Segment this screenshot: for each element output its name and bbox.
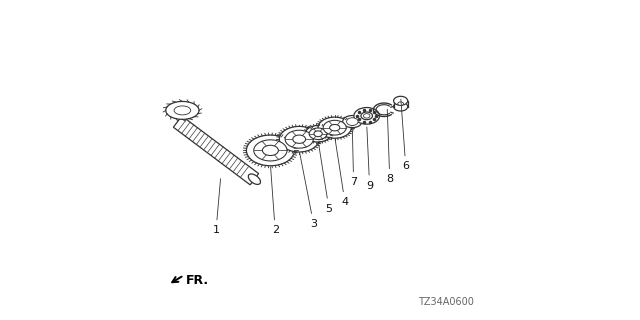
Ellipse shape: [394, 96, 408, 105]
Ellipse shape: [248, 174, 260, 184]
Ellipse shape: [394, 102, 408, 111]
Ellipse shape: [174, 106, 191, 115]
Ellipse shape: [292, 135, 306, 143]
Ellipse shape: [285, 130, 314, 148]
Ellipse shape: [318, 117, 351, 138]
Ellipse shape: [323, 120, 346, 135]
Ellipse shape: [280, 126, 319, 152]
Ellipse shape: [246, 135, 294, 166]
Ellipse shape: [354, 108, 380, 124]
Text: 8: 8: [386, 109, 394, 184]
Text: TZ34A0600: TZ34A0600: [418, 297, 474, 307]
Ellipse shape: [314, 131, 323, 137]
Ellipse shape: [330, 124, 340, 131]
Ellipse shape: [309, 128, 327, 140]
Text: 1: 1: [212, 179, 221, 236]
Ellipse shape: [364, 114, 370, 118]
Ellipse shape: [166, 101, 199, 119]
Text: 7: 7: [350, 131, 357, 188]
Text: 3: 3: [300, 153, 317, 229]
Polygon shape: [173, 116, 259, 185]
Text: 9: 9: [366, 127, 373, 191]
Ellipse shape: [398, 102, 404, 105]
Text: 4: 4: [335, 140, 349, 207]
Ellipse shape: [361, 112, 372, 120]
Ellipse shape: [343, 116, 362, 128]
Text: FR.: FR.: [186, 274, 209, 286]
Ellipse shape: [262, 145, 278, 156]
Ellipse shape: [347, 118, 358, 125]
Text: 6: 6: [401, 99, 409, 172]
Ellipse shape: [305, 125, 331, 142]
Text: 5: 5: [319, 143, 332, 214]
Text: 2: 2: [271, 167, 279, 236]
Ellipse shape: [253, 140, 287, 161]
